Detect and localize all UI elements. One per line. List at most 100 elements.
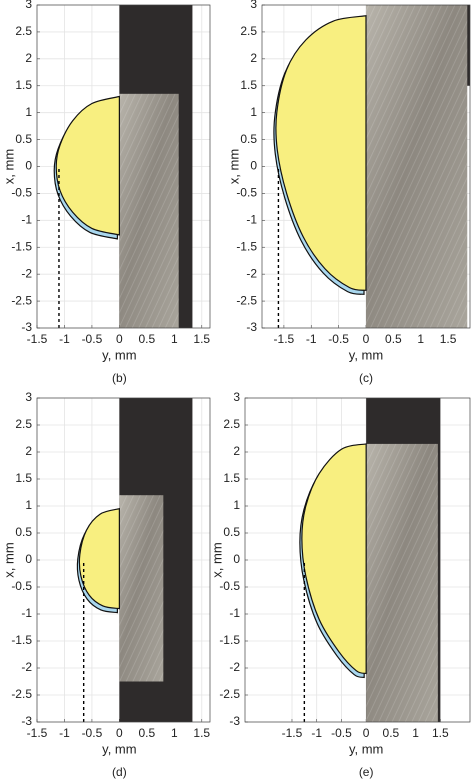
panel-label: (d) bbox=[112, 765, 127, 779]
x-tick-label: 0.5 bbox=[383, 726, 400, 740]
x-tick-label: 1.5 bbox=[193, 332, 210, 346]
y-tick-label: 0.5 bbox=[223, 525, 240, 539]
x-tick-label: -1 bbox=[59, 332, 70, 346]
y-tick-label: 2 bbox=[250, 51, 257, 65]
y-tick-label: -2 bbox=[21, 266, 32, 280]
y-tick-label: -1 bbox=[246, 213, 257, 227]
x-tick-label: -0.5 bbox=[331, 726, 352, 740]
photo-texture bbox=[119, 495, 164, 682]
y-tick-label: -1.5 bbox=[219, 633, 240, 647]
x-tick-label: 0 bbox=[116, 726, 123, 740]
x-tick-label: 0 bbox=[363, 726, 370, 740]
y-axis-label: x, mm bbox=[1, 149, 16, 184]
y-tick-label: 0.5 bbox=[15, 525, 32, 539]
panel: -1.5 -1 -0.5 0 0.5 1 1.5 -3 -2.5 -2 -1.5 -1 -0.5 0 0.5… bbox=[209, 390, 471, 779]
y-tick-label: -2.5 bbox=[219, 687, 240, 701]
y-tick-label: -1 bbox=[21, 213, 32, 227]
x-axis-label: y, mm bbox=[102, 347, 136, 362]
x-tick-label: 1.5 bbox=[440, 332, 457, 346]
plot-area bbox=[299, 398, 441, 722]
y-tick-label: 2.5 bbox=[240, 24, 257, 38]
x-tick-label: -0.5 bbox=[82, 726, 103, 740]
x-tick-label: 0.5 bbox=[138, 332, 155, 346]
x-axis-label: y, mm bbox=[349, 347, 383, 362]
y-tick-label: 2.5 bbox=[15, 417, 32, 431]
y-tick-label: 0 bbox=[233, 552, 240, 566]
photo-texture bbox=[366, 5, 468, 328]
y-tick-label: 1 bbox=[250, 105, 257, 119]
x-tick-label: -0.5 bbox=[328, 332, 349, 346]
y-tick-label: -2.5 bbox=[11, 687, 32, 701]
x-axis-label: y, mm bbox=[102, 741, 136, 756]
y-tick-label: -2 bbox=[246, 266, 257, 280]
y-tick-label: -1.5 bbox=[236, 239, 257, 253]
y-axis-label: x, mm bbox=[1, 542, 16, 577]
x-tick-label: -1.5 bbox=[27, 332, 48, 346]
y-tick-label: -0.5 bbox=[11, 186, 32, 200]
y-tick-label: 2.5 bbox=[223, 417, 240, 431]
x-tick-label: 1.5 bbox=[193, 726, 210, 740]
x-tick-label: -1 bbox=[306, 332, 317, 346]
y-tick-label: -1 bbox=[229, 606, 240, 620]
axes-frame bbox=[36, 397, 211, 723]
axes-frame bbox=[36, 4, 211, 329]
y-tick-label: 0 bbox=[25, 159, 32, 173]
y-tick-label: 2 bbox=[233, 444, 240, 458]
x-tick-label: 1 bbox=[171, 332, 178, 346]
y-tick-label: 1 bbox=[25, 498, 32, 512]
panel-label: (e) bbox=[359, 765, 374, 779]
y-tick-label: -2 bbox=[229, 660, 240, 674]
y-tick-label: -2 bbox=[21, 660, 32, 674]
y-tick-label: 1.5 bbox=[15, 471, 32, 485]
x-tick-label: 1 bbox=[171, 726, 178, 740]
y-tick-label: -0.5 bbox=[236, 186, 257, 200]
x-tick-label: 0 bbox=[116, 332, 123, 346]
y-tick-label: 2.5 bbox=[15, 24, 32, 38]
profile bbox=[55, 95, 120, 236]
plot-area bbox=[53, 5, 193, 328]
y-tick-label: 0.5 bbox=[15, 132, 32, 146]
y-tick-label: 0.5 bbox=[240, 132, 257, 146]
photo-texture bbox=[119, 93, 179, 328]
y-axis-label: x, mm bbox=[209, 542, 224, 577]
y-tick-label: -1.5 bbox=[11, 633, 32, 647]
axes-frame bbox=[244, 397, 471, 723]
profile bbox=[301, 443, 367, 675]
y-tick-label: 1.5 bbox=[240, 78, 257, 92]
y-tick-label: 3 bbox=[25, 390, 32, 404]
y-tick-label: 3 bbox=[250, 0, 257, 11]
y-tick-label: 1.5 bbox=[15, 78, 32, 92]
y-tick-label: 3 bbox=[233, 390, 240, 404]
panel: -1.5 -1 -0.5 0 0.5 1 1.5 -3 -2.5 -2 -1.5 -1 -0.5 0 0.5… bbox=[1, 390, 210, 779]
y-tick-label: -1.5 bbox=[11, 239, 32, 253]
y-tick-label: -3 bbox=[21, 714, 32, 728]
plot-area bbox=[273, 5, 470, 328]
x-tick-label: -1 bbox=[311, 726, 322, 740]
x-axis-label: y, mm bbox=[349, 741, 383, 756]
y-tick-label: 0 bbox=[250, 159, 257, 173]
panel-label: (c) bbox=[359, 371, 373, 385]
y-tick-label: -0.5 bbox=[11, 579, 32, 593]
x-tick-label: -0.5 bbox=[82, 332, 103, 346]
y-tick-label: 2 bbox=[25, 444, 32, 458]
y-tick-label: -2.5 bbox=[11, 293, 32, 307]
y-tick-label: 3 bbox=[25, 0, 32, 11]
panel: -1.5 -1 -0.5 0 0.5 1 1.5 -3 -2.5 -2 -1.5 -1 -0.5 0 0.5… bbox=[226, 0, 471, 385]
y-tick-label: -1 bbox=[21, 606, 32, 620]
panel: -1.5 -1 -0.5 0 0.5 1 1.5 -3 -2.5 -2 -1.5 -1 -0.5 0 0.5… bbox=[1, 0, 210, 385]
y-tick-label: -3 bbox=[21, 320, 32, 334]
x-tick-label: -1.5 bbox=[274, 332, 295, 346]
plot-area bbox=[76, 398, 193, 722]
y-tick-label: 0 bbox=[25, 552, 32, 566]
x-tick-label: 0 bbox=[363, 332, 370, 346]
profile bbox=[78, 507, 120, 610]
x-tick-label: -1 bbox=[59, 726, 70, 740]
y-tick-label: -2.5 bbox=[236, 293, 257, 307]
y-tick-label: -3 bbox=[229, 714, 240, 728]
y-tick-label: -0.5 bbox=[219, 579, 240, 593]
y-tick-label: 2 bbox=[25, 51, 32, 65]
x-tick-label: -1.5 bbox=[282, 726, 303, 740]
x-tick-label: -1.5 bbox=[27, 726, 48, 740]
